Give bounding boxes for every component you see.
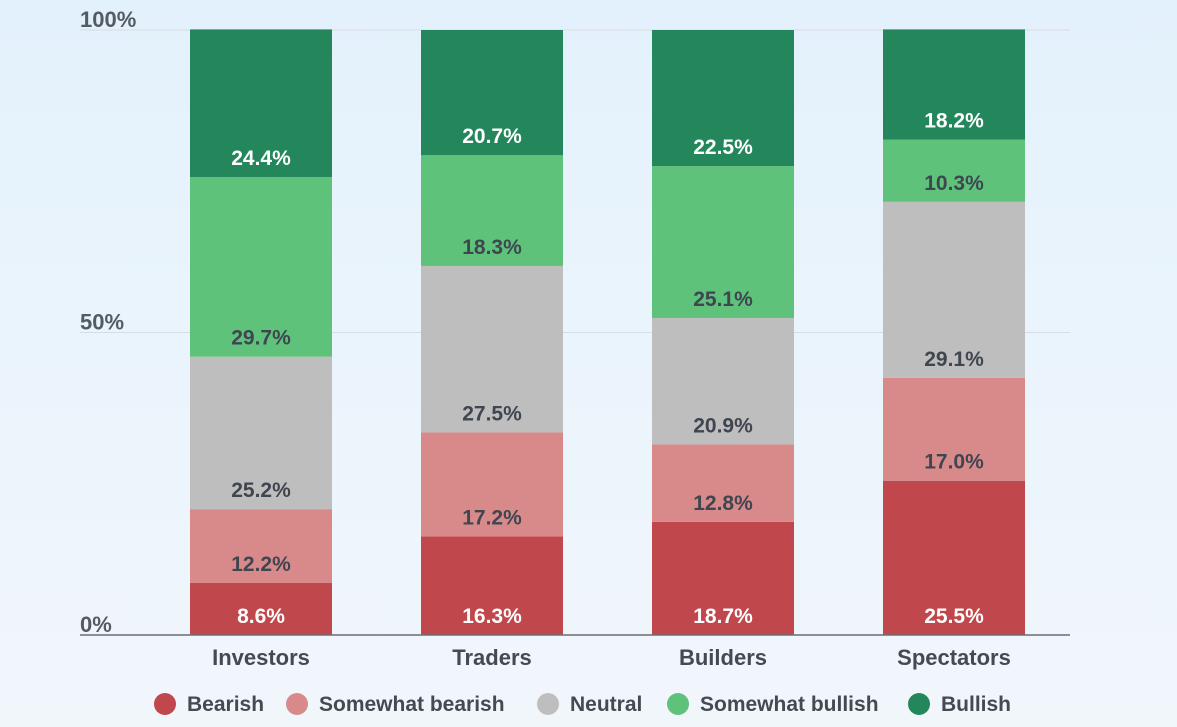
legend-marker: [908, 693, 930, 715]
legend-label: Neutral: [570, 693, 642, 716]
legend-marker: [154, 693, 176, 715]
bar-segment: [421, 30, 563, 156]
data-label: 25.1%: [693, 288, 753, 311]
data-label: 10.3%: [924, 172, 984, 195]
legend-label: Somewhat bearish: [319, 693, 505, 716]
data-label: 20.9%: [693, 414, 753, 437]
legend-label: Somewhat bullish: [700, 693, 879, 716]
data-label: 29.7%: [231, 327, 291, 350]
data-label: 17.2%: [462, 506, 522, 529]
data-label: 12.8%: [693, 492, 753, 515]
data-label: 25.5%: [924, 605, 984, 628]
bar-segment: [883, 377, 1025, 481]
bar-segment: [652, 30, 794, 167]
bar-segment: [190, 356, 332, 510]
x-tick-label: Investors: [212, 645, 310, 670]
bar-segment: [883, 139, 1025, 202]
bar-segment: [883, 201, 1025, 378]
bar-segment: [190, 509, 332, 583]
bar-segment: [421, 265, 563, 433]
legend-marker: [286, 693, 308, 715]
bar-segment: [421, 155, 563, 266]
data-label: 8.6%: [237, 605, 285, 628]
bar-segment: [190, 582, 332, 635]
data-label: 18.7%: [693, 605, 753, 628]
x-tick-label: Traders: [452, 645, 532, 670]
axes: 0% 50% 100% Investors Traders Builders Spectat…: [80, 7, 1070, 670]
bar-segment: [652, 444, 794, 522]
data-labels: 8.6% 12.2% 25.2% 29.7% 24.4% 16.3% 17.2% 27.5% 1…: [231, 110, 984, 628]
data-label: 16.3%: [462, 605, 522, 628]
legend-marker: [667, 693, 689, 715]
data-label: 29.1%: [924, 348, 984, 371]
bar-segment: [421, 536, 563, 635]
y-tick-label: 0%: [80, 612, 112, 637]
data-label: 20.7%: [462, 125, 522, 148]
data-label: 24.4%: [231, 147, 291, 170]
x-tick-label: Spectators: [897, 645, 1011, 670]
bar-segment: [190, 29, 332, 178]
bar-segment: [652, 521, 794, 635]
legend: Bearish Somewhat bearish Neutral Somewhat b…: [154, 693, 1011, 716]
legend-marker: [537, 693, 559, 715]
bar-segment: [652, 166, 794, 318]
data-label: 25.2%: [231, 479, 291, 502]
bar-segment: [883, 29, 1025, 140]
data-label: 12.2%: [231, 553, 291, 576]
data-label: 18.3%: [462, 236, 522, 259]
bar-segment: [421, 432, 563, 537]
bar-segment: [190, 177, 332, 357]
data-label: 17.0%: [924, 451, 984, 474]
y-tick-label: 100%: [80, 7, 136, 32]
x-tick-label: Builders: [679, 645, 767, 670]
data-label: 22.5%: [693, 136, 753, 159]
data-label: 18.2%: [924, 110, 984, 133]
bar-segment: [652, 317, 794, 445]
bar-segment: [883, 480, 1025, 635]
legend-label: Bearish: [187, 693, 264, 716]
data-label: 27.5%: [462, 402, 522, 425]
bars: [190, 29, 1025, 635]
y-tick-label: 50%: [80, 310, 124, 335]
legend-label: Bullish: [941, 693, 1011, 716]
